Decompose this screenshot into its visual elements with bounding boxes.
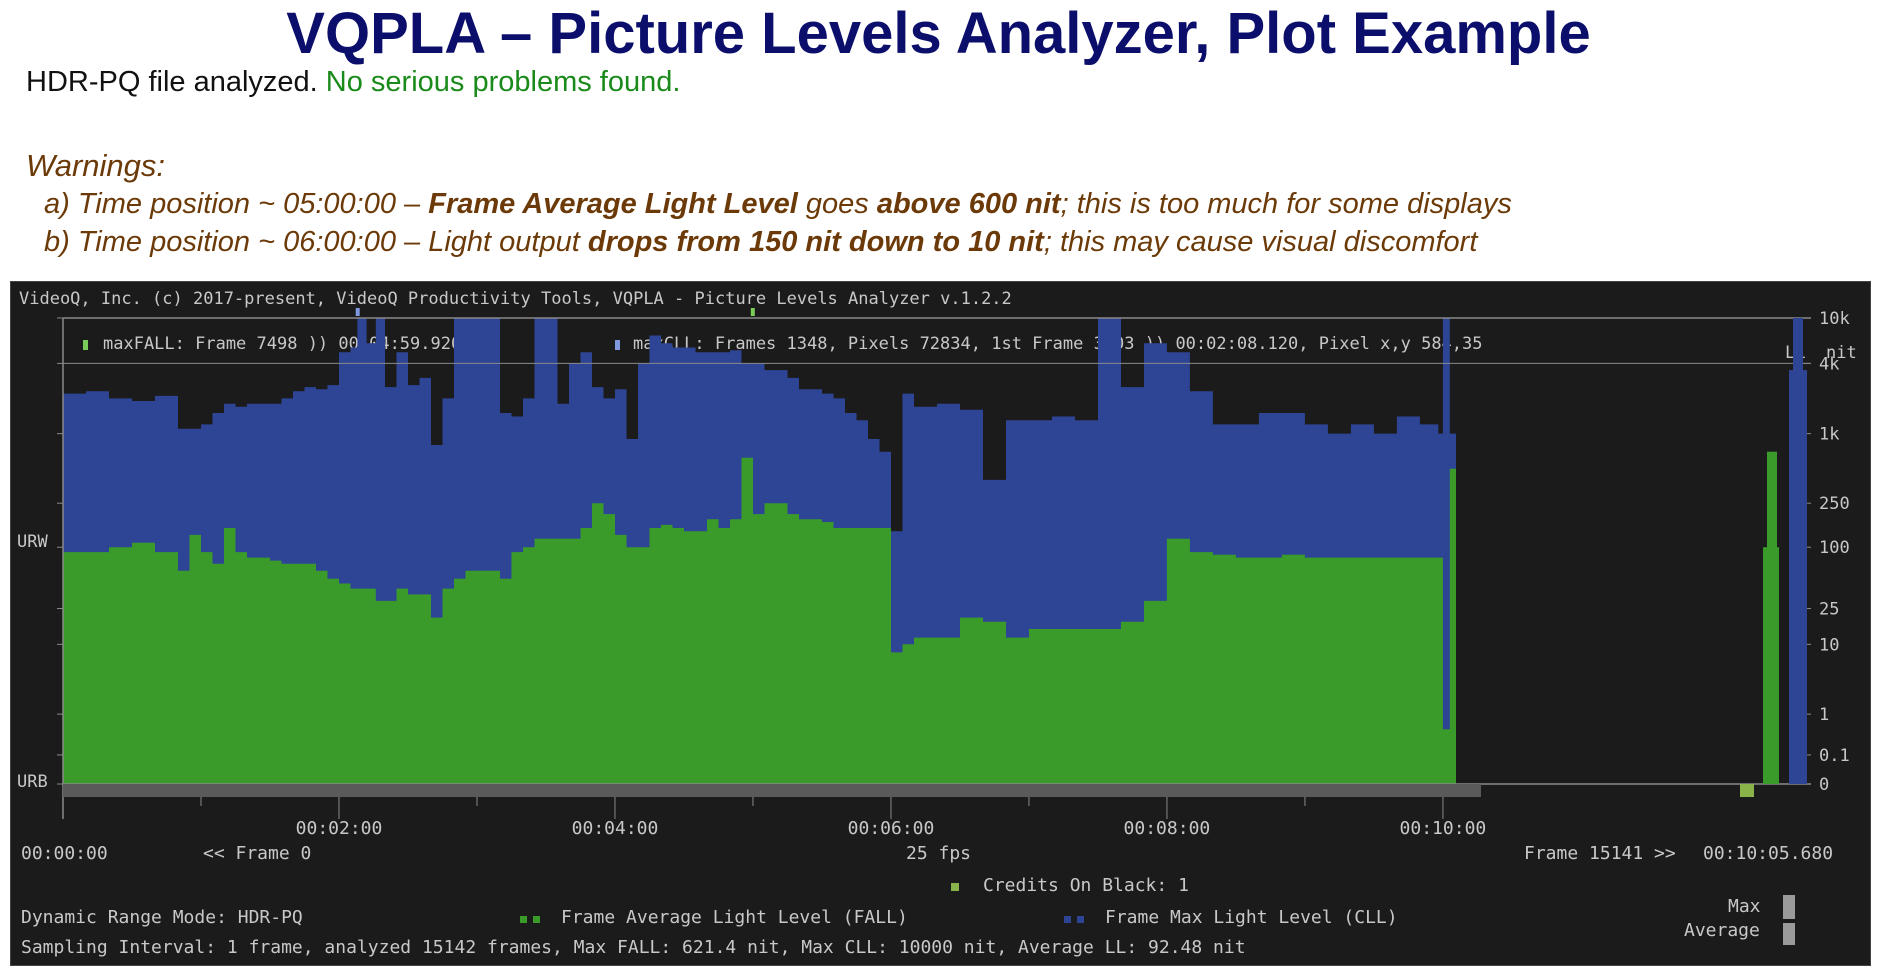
max-fall-position-marker [750, 308, 755, 316]
copyright-text: VideoQ, Inc. (c) 2017-present, VideoQ Pr… [19, 289, 1012, 309]
cll-legend-icon-2 [1077, 916, 1084, 923]
sampling-info: Sampling Interval: 1 frame, analyzed 151… [21, 937, 1246, 958]
y-tick-label-1: 0.1 [1819, 746, 1850, 766]
plot-area [63, 318, 1456, 784]
urw-label: URW [17, 532, 48, 552]
fall-legend-icon [520, 916, 527, 923]
average-label: Average [1684, 920, 1760, 941]
max-cll-info: maxCLL: Frames 1348, Pixels 72834, 1st F… [633, 334, 1483, 354]
status-ok: No serious problems found. [325, 66, 681, 98]
start-frame: << Frame 0 [203, 843, 311, 864]
x-tick-label-1: 00:04:00 [572, 818, 659, 839]
warning-b-text-1: b) Time position ~ 06:00:00 – Light outp… [44, 226, 588, 258]
warning-a-text-1: a) Time position ~ 05:00:00 – [44, 188, 429, 220]
max-fall-marker-icon [83, 340, 88, 350]
nit-label: nit [1826, 343, 1857, 363]
y-tick-label-6: 250 [1819, 494, 1850, 514]
x-tick-label-2: 00:06:00 [848, 818, 935, 839]
warnings-title: Warnings: [26, 148, 165, 183]
y-tick-label-9: 10k [1819, 309, 1850, 329]
analysis-status: HDR-PQ file analyzed. No serious problem… [26, 66, 680, 99]
warning-b-text-2: ; this may cause visual discomfort [1043, 226, 1478, 258]
light-level-plot: VideoQ, Inc. (c) 2017-present, VideoQ Pr… [17, 289, 1857, 958]
y-tick-label-2: 1 [1819, 705, 1829, 725]
warning-a-text-3: ; this is too much for some displays [1060, 188, 1512, 220]
x-tick-label-3: 00:08:00 [1124, 818, 1211, 839]
timeline-bar [63, 784, 1481, 797]
credits-on-black-marker [1740, 784, 1754, 797]
max-cll-position-marker [355, 308, 360, 316]
y-tick-label-0: 0 [1819, 775, 1829, 795]
fps-label: 25 fps [906, 843, 971, 864]
warning-a-bold-2: above 600 nit [876, 188, 1061, 220]
end-frame: Frame 15141 >> [1524, 843, 1676, 864]
y-tick-label-7: 1k [1819, 425, 1839, 445]
page-title: VQPLA – Picture Levels Analyzer, Plot Ex… [286, 1, 1591, 66]
x-tick-label-4: 00:10:00 [1400, 818, 1487, 839]
y-tick-label-4: 25 [1819, 600, 1839, 620]
fall-area-series [63, 457, 1456, 784]
max-label: Max [1728, 896, 1761, 917]
max-cll-marker-icon [615, 340, 620, 350]
average-legend-swatch [1783, 923, 1795, 945]
nit-average-bar [1789, 370, 1807, 784]
max-legend-swatch [1783, 895, 1795, 919]
status-prefix: HDR-PQ file analyzed. [26, 66, 318, 98]
x-tick-label-0: 00:02:00 [296, 818, 383, 839]
ll-average-bar [1763, 547, 1779, 784]
x-axis-ticks: 00:02:00 00:04:00 00:06:00 00:08:00 00:10:00 [200, 308, 1487, 839]
warning-a-bold-1: Frame Average Light Level [428, 188, 798, 220]
credits-on-black: Credits On Black: 1 [983, 875, 1189, 896]
warning-b-bold-1: drops from 150 nit down to 10 nit [587, 226, 1044, 258]
fall-legend-label: Frame Average Light Level (FALL) [561, 907, 908, 928]
urb-label: URB [17, 772, 48, 792]
warning-a-text-2: goes [797, 188, 877, 220]
dynamic-range-mode: Dynamic Range Mode: HDR-PQ [21, 907, 303, 928]
start-time: 00:00:00 [21, 843, 108, 864]
fall-legend-icon-2 [533, 916, 540, 923]
warning-b: b) Time position ~ 06:00:00 – Light outp… [44, 226, 1477, 259]
plot-panel: VideoQ, Inc. (c) 2017-present, VideoQ Pr… [10, 281, 1871, 966]
y-tick-label-8: 4k [1819, 354, 1839, 374]
y-tick-label-3: 10 [1819, 635, 1839, 655]
warning-a: a) Time position ~ 05:00:00 – Frame Aver… [44, 188, 1512, 221]
y-tick-label-5: 100 [1819, 538, 1850, 558]
end-time: 00:10:05.680 [1703, 843, 1833, 864]
cll-legend-icon [1064, 916, 1071, 923]
max-fall-info: maxFALL: Frame 7498 )) 00:04:59.920 [103, 334, 461, 354]
credits-icon [951, 883, 959, 891]
side-level-bars [1763, 318, 1807, 784]
cll-legend-label: Frame Max Light Level (CLL) [1105, 907, 1398, 928]
